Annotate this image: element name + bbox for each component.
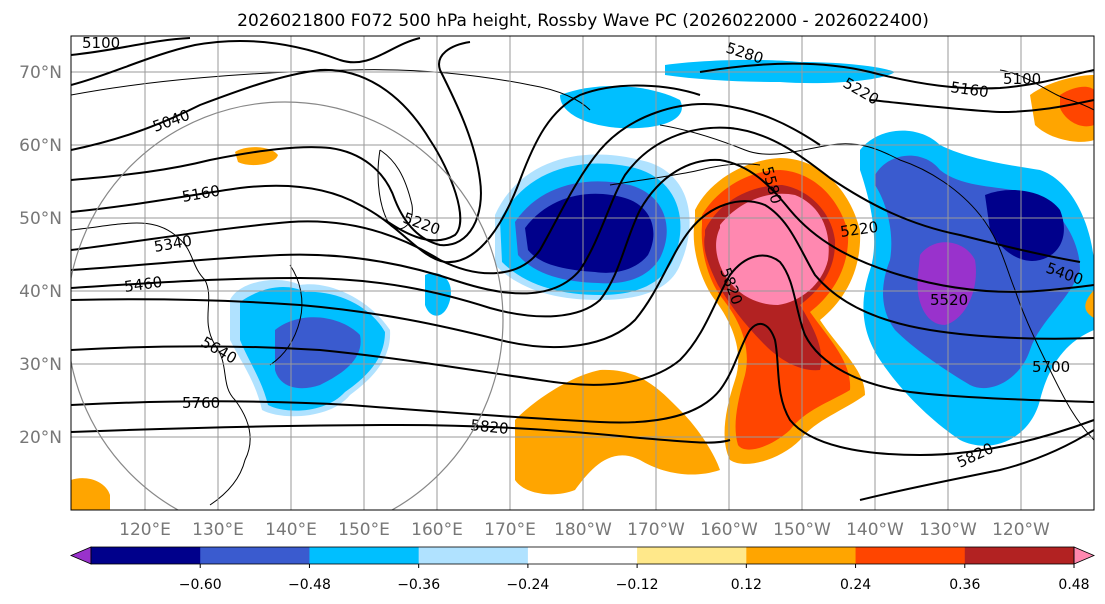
colorbar-tick-label: −0.48 (288, 577, 331, 593)
colorbar-ticks: −0.60 −0.48 −0.36 −0.24 −0.12 0.12 0.24 0.36 0.4… (179, 564, 1090, 593)
latitude-label: 60°N (19, 136, 62, 156)
longitude-label: 170°E (484, 520, 536, 540)
latitude-label: 70°N (19, 63, 62, 83)
colorbar-segment (855, 547, 966, 564)
coast-na-west (899, 159, 1094, 441)
longitude-label: 160°W (700, 520, 758, 540)
colorbar-segment (637, 547, 747, 564)
colorbar-tick-label: 0.36 (949, 577, 980, 593)
contour-line (699, 62, 1094, 90)
contour-line (859, 429, 1094, 501)
colorbar-tick-label: 0.48 (1058, 577, 1089, 593)
colorbar-segment (309, 547, 420, 564)
coastlines (71, 69, 1094, 506)
anomaly-positive-subtrop (515, 369, 720, 495)
anomaly-positive-sw (71, 478, 110, 510)
coast-alaska (659, 124, 901, 161)
contour-label: 5220 (839, 218, 879, 241)
colorbar-extend-high (1073, 546, 1096, 565)
contour-line (71, 41, 482, 247)
latitude-label: 30°N (19, 355, 62, 375)
coast-asia (71, 222, 251, 506)
contour-line (869, 99, 1094, 114)
contour-label: 5100 (82, 34, 120, 52)
coast-aleutians (609, 163, 761, 186)
anomaly-negative-bering (560, 85, 682, 129)
contour-line (71, 158, 1094, 318)
colorbar-segment (964, 547, 1075, 564)
coast-siberia (71, 69, 591, 111)
contour-line (71, 322, 1094, 457)
contour-line (71, 37, 191, 56)
longitude-label: 130°W (919, 520, 977, 540)
contour-label: 5700 (1032, 358, 1070, 376)
longitude-label: 140°W (846, 520, 904, 540)
contour-label: 5760 (182, 394, 220, 412)
figure-title: 2026021800 F072 500 hPa height, Rossby W… (237, 11, 929, 31)
colorbar-segment (91, 547, 201, 564)
anomaly-positive-topright-2 (1060, 86, 1094, 127)
coast-japan (269, 264, 303, 366)
longitude-label: 150°E (338, 520, 390, 540)
longitude-label: 120°W (992, 520, 1050, 540)
longitude-labels: 120°E 130°E 140°E 150°E 160°E 170°E 180°W 170°W… (119, 520, 1050, 540)
colorbar-segments (69, 546, 1096, 565)
contour-line (71, 254, 1094, 403)
contour-line (71, 423, 731, 444)
map-panel: 5100 5040 5160 5340 5460 5640 5760 5820 … (70, 34, 1095, 511)
colorbar-tick-label: −0.24 (506, 577, 549, 593)
colorbar-tick-label: 0.24 (840, 577, 871, 593)
map-content: 5100 5040 5160 5340 5460 5640 5760 5820 … (71, 34, 1094, 510)
latitude-label: 20°N (19, 428, 62, 448)
colorbar-tick-label: −0.12 (616, 577, 659, 593)
colorbar-segment (746, 547, 857, 564)
contour-line (71, 37, 421, 86)
longitude-label: 140°E (265, 520, 317, 540)
anomaly-negative-central-4 (525, 193, 654, 273)
longitude-label: 150°W (773, 520, 831, 540)
contour-line (71, 200, 1094, 349)
colorbar-tick-label: 0.12 (731, 577, 762, 593)
colorbar-segment (200, 547, 310, 564)
anomaly-negative-westpac-3 (275, 317, 361, 389)
colorbar-segment (527, 547, 638, 564)
coast-kamchatka (377, 149, 413, 230)
contour-line (71, 126, 1081, 295)
contour-line (71, 68, 462, 242)
colorbar-segment (418, 547, 529, 564)
contour-label: 5520 (930, 291, 968, 309)
longitude-label: 160°E (411, 520, 463, 540)
colorbar-tick-label: −0.36 (397, 577, 440, 593)
map-frame (70, 35, 1095, 511)
anomaly-positive-se (1085, 290, 1094, 318)
longitude-label: 120°E (119, 520, 171, 540)
contour-label: 5160 (949, 78, 989, 101)
gridlines (71, 36, 1094, 510)
latitude-labels: 70°N 60°N 50°N 40°N 30°N 20°N (19, 63, 62, 448)
latitude-label: 50°N (19, 209, 62, 229)
colorbar: −0.60 −0.48 −0.36 −0.24 −0.12 0.12 0.24 0.36 0.4… (69, 546, 1096, 593)
coast-hudson (999, 69, 1094, 111)
anomaly-positive-small-nw (235, 147, 278, 166)
latitude-label: 40°N (19, 282, 62, 302)
contour-label: 5100 (1003, 70, 1041, 88)
contour-label: 5820 (470, 416, 510, 438)
colorbar-tick-label: −0.60 (179, 577, 222, 593)
anomaly-negative-na-4 (917, 242, 976, 325)
colorbar-frame (90, 546, 1075, 565)
region-circle (71, 101, 504, 510)
height-contours (71, 37, 1094, 501)
colorbar-extend-low (69, 546, 92, 565)
longitude-label: 130°E (192, 520, 244, 540)
contour-label: 5460 (123, 273, 163, 296)
contour-line (71, 103, 821, 275)
longitude-label: 180°W (554, 520, 612, 540)
anomaly-negative-na-3 (985, 190, 1064, 261)
longitude-label: 170°W (627, 520, 685, 540)
